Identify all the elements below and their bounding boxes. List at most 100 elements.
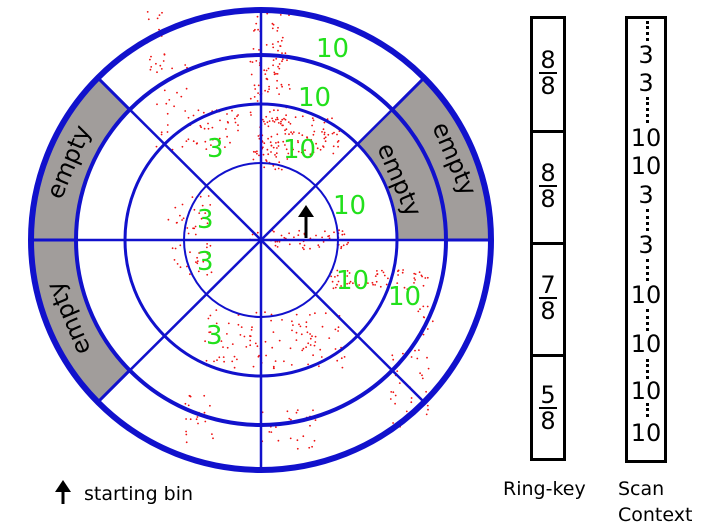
point (270, 319, 272, 322)
point (385, 283, 388, 286)
point (150, 66, 153, 68)
point (237, 114, 240, 116)
point (343, 356, 346, 358)
point (234, 117, 236, 120)
point (185, 441, 188, 444)
point (390, 391, 393, 393)
point (414, 279, 416, 281)
point (392, 422, 394, 424)
point (311, 445, 313, 448)
point (309, 247, 311, 250)
point (268, 88, 270, 90)
point (309, 337, 312, 340)
point (257, 28, 259, 31)
point (168, 99, 171, 101)
point (422, 333, 425, 336)
point (334, 348, 337, 350)
point (257, 84, 260, 87)
point (187, 232, 190, 235)
point (271, 43, 274, 45)
point (346, 270, 349, 272)
point (210, 271, 213, 274)
point (267, 67, 270, 70)
point (323, 133, 326, 136)
point (266, 148, 269, 151)
point (374, 284, 376, 286)
point (275, 142, 277, 144)
point (410, 397, 413, 399)
point (275, 72, 277, 75)
point (281, 60, 283, 63)
point (156, 17, 159, 20)
point (206, 273, 209, 276)
point (290, 131, 292, 134)
point (212, 138, 214, 141)
point (278, 339, 281, 342)
point (149, 58, 151, 61)
point (187, 404, 190, 407)
point (268, 431, 271, 433)
point (282, 140, 285, 143)
point (298, 229, 301, 232)
point (206, 222, 209, 225)
point (288, 417, 291, 420)
point (269, 111, 271, 113)
point (302, 435, 305, 438)
point (229, 141, 231, 144)
bin-value-4: 10 (333, 191, 366, 221)
dots (646, 97, 649, 123)
point (316, 147, 319, 150)
ring-key-fraction-3: 7 8 (533, 273, 563, 323)
point (318, 246, 321, 248)
point (231, 360, 234, 363)
dots (646, 259, 649, 281)
point (323, 121, 326, 124)
point (278, 161, 281, 164)
point (303, 248, 305, 251)
point (280, 168, 283, 171)
point (187, 138, 190, 141)
point (309, 344, 312, 346)
point (205, 148, 208, 151)
point (305, 346, 307, 349)
point (311, 117, 314, 120)
point (258, 354, 260, 357)
point (306, 331, 309, 334)
point (176, 221, 178, 224)
point (262, 153, 265, 156)
point (206, 246, 208, 249)
point (268, 85, 270, 88)
point (211, 126, 214, 129)
point (264, 340, 267, 343)
point (207, 317, 210, 320)
point (293, 236, 295, 239)
starting-bin-arrow-icon (298, 205, 314, 238)
point (295, 331, 298, 334)
point (405, 410, 408, 413)
point (348, 282, 351, 285)
point (286, 158, 289, 160)
point (297, 234, 300, 237)
point (202, 111, 205, 114)
point (217, 140, 220, 143)
point (402, 269, 404, 271)
point (336, 359, 339, 362)
point (263, 120, 265, 123)
point (226, 113, 228, 115)
point (314, 419, 317, 421)
point (343, 233, 346, 236)
point (334, 286, 337, 289)
point (270, 135, 273, 138)
point (202, 260, 205, 263)
point (155, 145, 158, 148)
point (276, 87, 278, 89)
point (333, 131, 335, 134)
point (209, 341, 212, 344)
scan-context-value-6: 3 (638, 231, 654, 259)
point (271, 346, 274, 349)
point (263, 166, 266, 169)
point (288, 83, 290, 86)
point (427, 367, 430, 370)
point (265, 354, 267, 357)
point (223, 360, 226, 363)
